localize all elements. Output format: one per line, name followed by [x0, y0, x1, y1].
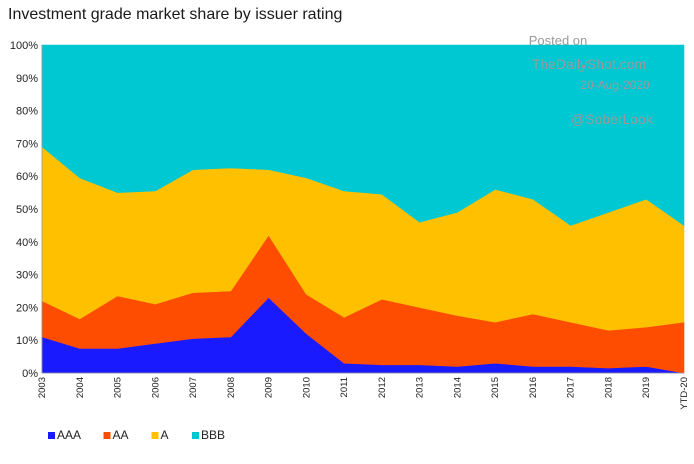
x-tick-label: 2012 [377, 377, 388, 398]
legend-label-a: A [161, 428, 169, 442]
legend-label-bbb: BBB [201, 428, 225, 442]
y-tick-label: 100% [10, 40, 38, 52]
x-tick-label: 2004 [75, 377, 86, 398]
y-tick-label: 80% [16, 106, 38, 118]
legend: AAA AA A BBB [48, 428, 225, 442]
legend-swatch-aa [103, 432, 111, 439]
x-tick-label: 2008 [226, 377, 237, 398]
x-tick-label: 2018 [603, 377, 614, 398]
watermark-date: 20-Aug-2020 [580, 78, 650, 92]
y-tick-label: 70% [16, 138, 38, 150]
y-tick-label: 30% [16, 270, 38, 282]
y-tick-label: 40% [16, 237, 38, 249]
x-tick-label: 2006 [150, 377, 161, 398]
watermark-posted-on: Posted on [529, 33, 588, 48]
y-tick-label: 20% [16, 302, 38, 314]
legend-swatch-bbb [192, 432, 199, 439]
watermark-handle: @SoberLook [571, 111, 654, 127]
x-tick-label: 2005 [113, 377, 124, 398]
y-tick-label: 10% [16, 335, 38, 347]
x-tick-label: 2014 [452, 377, 463, 398]
x-tick-label: 2019 [641, 377, 652, 398]
watermark: Posted on TheDailyShot.com 20-Aug-2020 @… [529, 33, 654, 127]
x-axis: 2003 2004 2005 2006 2007 2008 2009 2010 2011 2012… [37, 372, 690, 410]
y-tick-label: 90% [16, 73, 38, 85]
area-layers [41, 44, 685, 374]
legend-label-aaa: AAA [57, 428, 81, 442]
y-axis: 0% 10% 20% 30% 40% 50% 60% 70% 80% 90% 100% [10, 40, 43, 380]
x-tick-label: 2003 [37, 377, 48, 398]
x-tick-label: YTD-20 [679, 377, 690, 410]
legend-swatch-a [151, 432, 159, 439]
x-tick-label: 2013 [415, 377, 426, 398]
x-tick-label: 2009 [264, 377, 275, 398]
legend-label-aa: AA [113, 428, 129, 442]
x-tick-label: 2016 [528, 377, 539, 398]
y-tick-label: 60% [16, 171, 38, 183]
y-tick-label: 0% [22, 368, 38, 380]
x-tick-label: 2017 [566, 377, 577, 398]
x-tick-label: 2015 [490, 377, 501, 398]
x-tick-label: 2007 [188, 377, 199, 398]
watermark-site: TheDailyShot.com [532, 56, 646, 72]
y-tick-label: 50% [16, 204, 38, 216]
legend-swatch-aaa [48, 432, 55, 439]
x-tick-label: 2011 [339, 377, 350, 397]
area-series-bbb [41, 44, 685, 226]
chart-title: Investment grade market share by issuer … [8, 6, 342, 23]
x-tick-label: 2010 [301, 377, 312, 398]
